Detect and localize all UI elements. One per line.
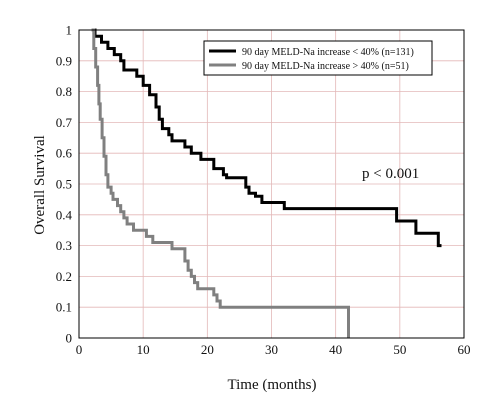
legend-label-above-40: 90 day MELD-Na increase > 40% (n=51) (242, 61, 409, 72)
x-tick-label: 40 (329, 342, 342, 357)
survival-curve-above-40 (91, 28, 350, 338)
y-tick-label: 0.2 (56, 269, 72, 284)
y-tick-label: 0.8 (56, 84, 72, 99)
legend: 90 day MELD-Na increase < 40% (n=131) 90… (203, 40, 433, 76)
y-tick-label: 0.7 (56, 115, 73, 130)
x-tick-label: 50 (393, 342, 406, 357)
p-value-annotation: p < 0.001 (362, 166, 419, 182)
y-axis-title: Overall Survival (32, 135, 48, 235)
survival-curve-below-40 (91, 28, 442, 248)
x-tick-label: 0 (76, 342, 83, 357)
y-tick-label: 0.9 (56, 53, 72, 68)
x-tick-label: 10 (137, 342, 150, 357)
y-tick-label: 0.4 (56, 207, 73, 222)
legend-label-below-40: 90 day MELD-Na increase < 40% (n=131) (242, 47, 414, 58)
survival-curves (91, 28, 442, 338)
x-tick-label: 60 (458, 342, 471, 357)
plot-frame (78, 29, 465, 339)
y-tick-label: 0.5 (56, 177, 72, 192)
y-tick-label: 0.6 (56, 146, 73, 161)
y-tick-label: 1 (66, 23, 73, 38)
x-tick-label: 30 (265, 342, 278, 357)
tick-labels: 0 10 20 30 40 50 60 0 0.1 0.2 0.3 0.4 0.5 0.6 0.7 0.8 0.… (56, 23, 471, 358)
legend-box (203, 40, 433, 76)
x-axis-title: Time (months) (227, 377, 316, 393)
y-tick-label: 0.3 (56, 238, 72, 253)
y-tick-label: 0.1 (56, 300, 72, 315)
x-tick-label: 20 (201, 342, 214, 357)
y-tick-label: 0 (66, 331, 73, 346)
